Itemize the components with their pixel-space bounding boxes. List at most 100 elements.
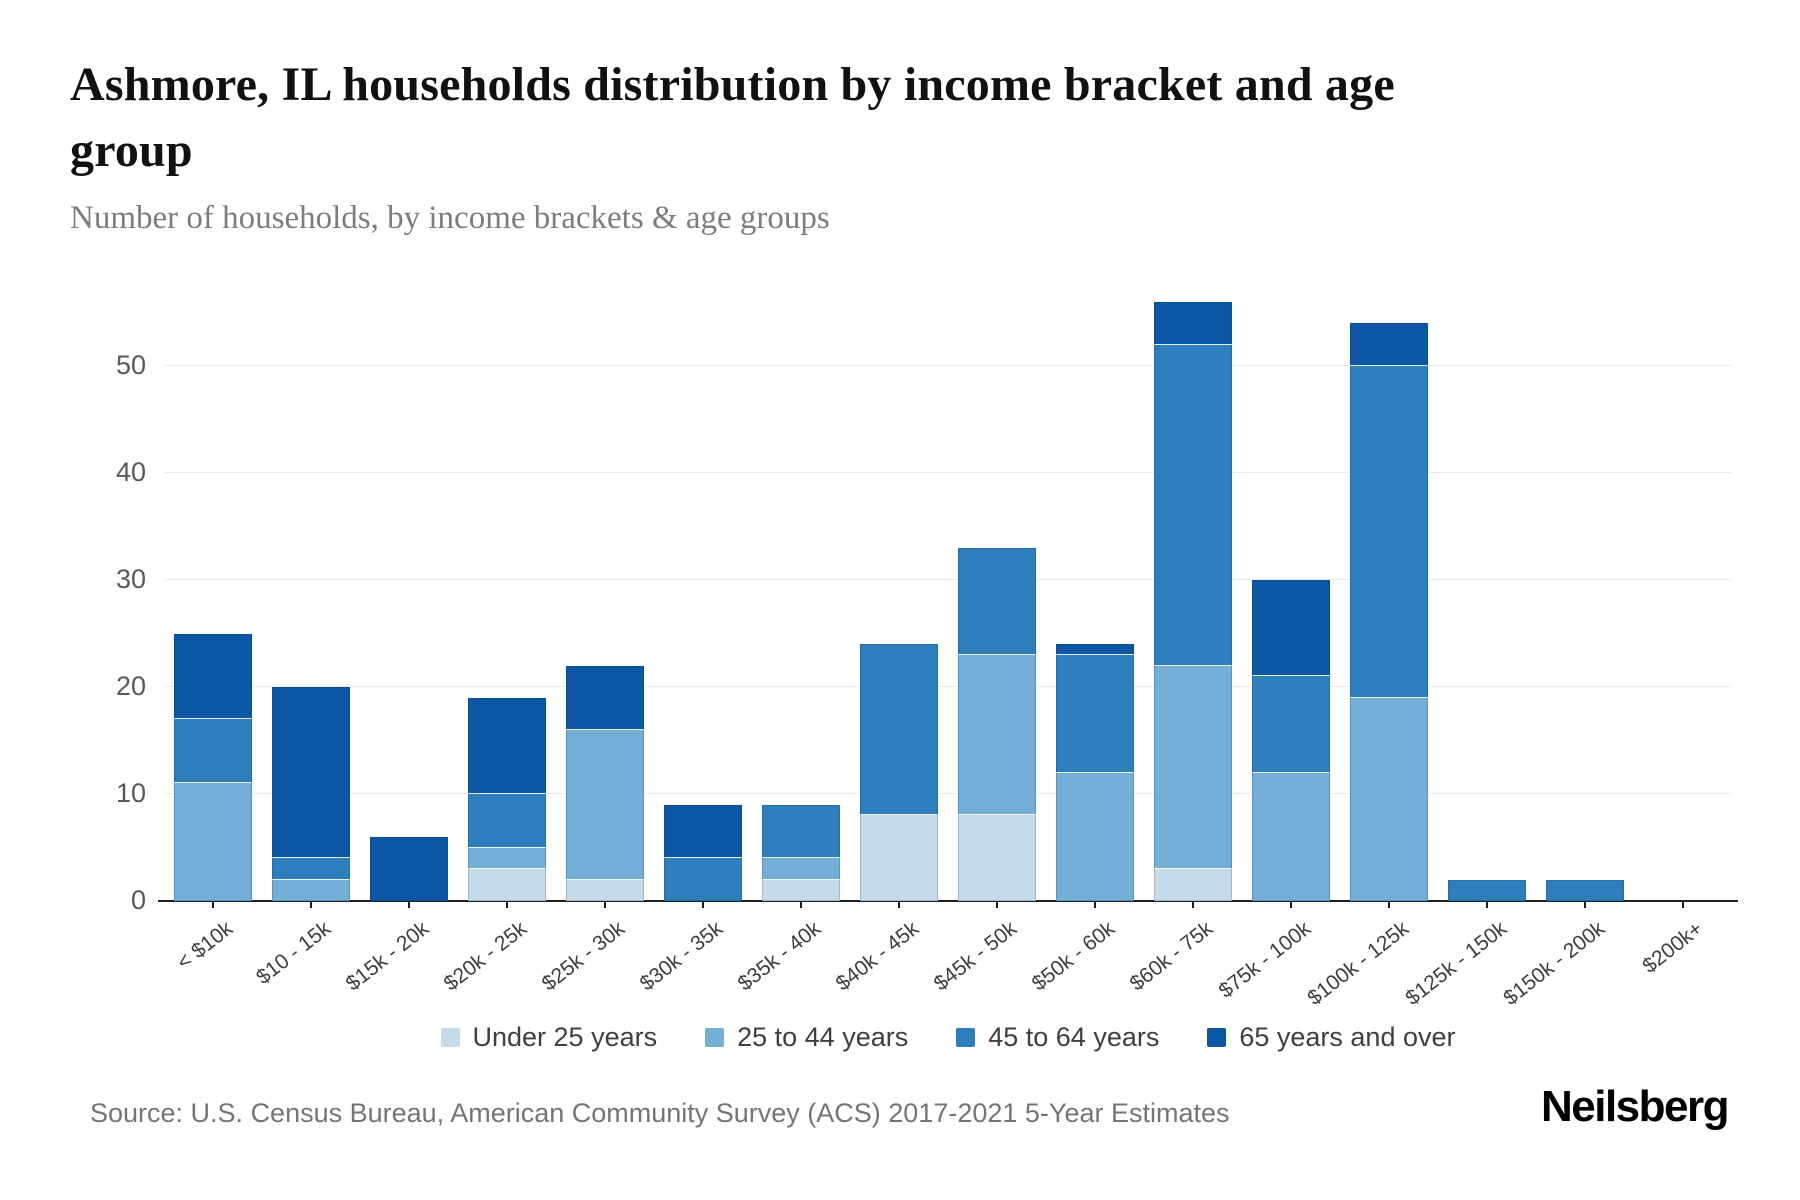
bar-$75k - 100k — [1252, 580, 1330, 901]
x-tick-mark — [408, 901, 410, 908]
x-tick-mark — [702, 901, 704, 908]
bar-segment-45-to-64-years — [468, 794, 546, 848]
bar-segment-25-to-44-years — [566, 729, 644, 880]
bar-segment-25-to-44-years — [468, 847, 546, 869]
x-tick-label-< $10k: < $10k — [172, 917, 238, 975]
source-note: Source: U.S. Census Bureau, American Com… — [90, 1098, 1230, 1128]
legend-label: 65 years and over — [1239, 1022, 1456, 1052]
x-tick-label-$100k - 125k: $100k - 125k — [1303, 917, 1414, 1010]
legend-item-65-years-and-over[interactable]: 65 years and over — [1207, 1022, 1456, 1053]
x-tick-mark — [996, 901, 998, 908]
legend-label: Under 25 years — [472, 1022, 658, 1052]
x-tick-label-$125k - 150k: $125k - 150k — [1401, 917, 1512, 1010]
gridline-y50 — [164, 365, 1732, 366]
x-tick-label-$60k - 75k: $60k - 75k — [1125, 917, 1218, 996]
y-tick-label-30: 30 — [115, 564, 146, 594]
bar-segment-25-to-44-years — [272, 879, 350, 901]
gridline-y20 — [164, 686, 1732, 687]
x-tick-mark — [1584, 901, 1586, 908]
x-tick-label-$50k - 60k: $50k - 60k — [1027, 917, 1120, 996]
x-tick-mark — [1192, 901, 1194, 908]
bar-segment-under-25-years — [1154, 868, 1232, 901]
x-axis-line — [158, 900, 1738, 902]
bar-segment-under-25-years — [566, 879, 644, 901]
y-tick-label-10: 10 — [115, 778, 146, 808]
bar-$35k - 40k — [762, 804, 840, 901]
x-tick-label-$30k - 35k: $30k - 35k — [635, 917, 728, 996]
bar-$60k - 75k — [1154, 301, 1232, 901]
bar-segment-65-years-and-over — [566, 665, 644, 730]
legend-item-under-25-years[interactable]: Under 25 years — [440, 1022, 658, 1053]
page-subtitle: Number of households, by income brackets… — [70, 200, 830, 236]
bar-segment-45-to-64-years — [1350, 366, 1428, 698]
bar-segment-45-to-64-years — [174, 719, 252, 784]
bar-$150k - 200k — [1546, 879, 1624, 901]
bar-segment-25-to-44-years — [1252, 772, 1330, 901]
x-tick-mark — [800, 901, 802, 908]
bar-segment-65-years-and-over — [1154, 301, 1232, 345]
bar-segment-45-to-64-years — [1252, 676, 1330, 773]
x-tick-label-$25k - 30k: $25k - 30k — [537, 917, 630, 996]
y-tick-label-20: 20 — [115, 671, 146, 701]
bar-$25k - 30k — [566, 665, 644, 901]
y-tick-label-0: 0 — [130, 885, 146, 915]
legend: Under 25 years 25 to 44 years 45 to 64 yea… — [164, 1022, 1732, 1053]
x-tick-label-$10 - 15k: $10 - 15k — [251, 917, 336, 990]
plot-area: 0 10 20 30 40 50 < $10k $10 - 15k $15k - 20k $20k… — [116, 280, 1738, 1010]
bar-segment-25-to-44-years — [1350, 697, 1428, 901]
bar-segment-65-years-and-over — [1056, 644, 1134, 655]
bar-segment-25-to-44-years — [762, 858, 840, 880]
bar-segment-45-to-64-years — [1056, 654, 1134, 773]
x-tick-mark — [1682, 901, 1684, 908]
bar-segment-under-25-years — [468, 868, 546, 901]
bar-segment-25-to-44-years — [1056, 772, 1134, 901]
bar-$40k - 45k — [860, 644, 938, 901]
bar-segment-65-years-and-over — [1252, 580, 1330, 677]
bar-segment-25-to-44-years — [174, 783, 252, 901]
x-tick-label-$35k - 40k: $35k - 40k — [733, 917, 826, 996]
legend-item-25-to-44-years[interactable]: 25 to 44 years — [705, 1022, 908, 1053]
bar-segment-45-to-64-years — [1546, 879, 1624, 901]
bar-$30k - 35k — [664, 804, 742, 901]
gridline-y10 — [164, 793, 1732, 794]
bar-segment-25-to-44-years — [958, 654, 1036, 816]
bar-segment-45-to-64-years — [762, 804, 840, 859]
legend-item-45-to-64-years[interactable]: 45 to 64 years — [956, 1022, 1159, 1053]
bar-segment-25-to-44-years — [1154, 665, 1232, 869]
x-tick-mark — [1388, 901, 1390, 908]
bar-segment-65-years-and-over — [272, 687, 350, 859]
x-tick-label-$150k - 200k: $150k - 200k — [1499, 917, 1610, 1010]
legend-swatch-icon — [440, 1028, 460, 1047]
brand-logo: Neilsberg — [1540, 1082, 1730, 1131]
bar-segment-45-to-64-years — [958, 547, 1036, 655]
bar-segment-under-25-years — [958, 815, 1036, 901]
x-tick-label-$75k - 100k: $75k - 100k — [1214, 917, 1316, 1003]
x-tick-mark — [1290, 901, 1292, 908]
x-tick-label-$20k - 25k: $20k - 25k — [439, 917, 532, 996]
legend-swatch-icon — [705, 1028, 725, 1047]
bar-segment-45-to-64-years — [1448, 879, 1526, 901]
bar-< $10k — [174, 633, 252, 901]
x-tick-mark — [212, 901, 214, 908]
bar-$45k - 50k — [958, 547, 1036, 901]
bar-segment-65-years-and-over — [174, 633, 252, 720]
bar-segment-65-years-and-over — [370, 836, 448, 901]
x-tick-mark — [898, 901, 900, 908]
bar-$10 - 15k — [272, 687, 350, 901]
legend-swatch-icon — [956, 1028, 976, 1047]
bar-$100k - 125k — [1350, 323, 1428, 901]
bar-segment-45-to-64-years — [860, 644, 938, 816]
x-tick-label-$45k - 50k: $45k - 50k — [929, 917, 1022, 996]
bar-$125k - 150k — [1448, 879, 1526, 901]
bar-segment-under-25-years — [762, 879, 840, 901]
x-tick-mark — [310, 901, 312, 908]
y-tick-label-40: 40 — [115, 457, 146, 487]
x-tick-label-$15k - 20k: $15k - 20k — [341, 917, 434, 996]
bar-segment-45-to-64-years — [664, 858, 742, 901]
gridline-y40 — [164, 472, 1732, 473]
legend-label: 45 to 64 years — [988, 1022, 1160, 1052]
bar-segment-65-years-and-over — [1350, 323, 1428, 367]
bar-segment-45-to-64-years — [272, 858, 350, 880]
x-tick-mark — [1094, 901, 1096, 908]
bar-$15k - 20k — [370, 836, 448, 901]
